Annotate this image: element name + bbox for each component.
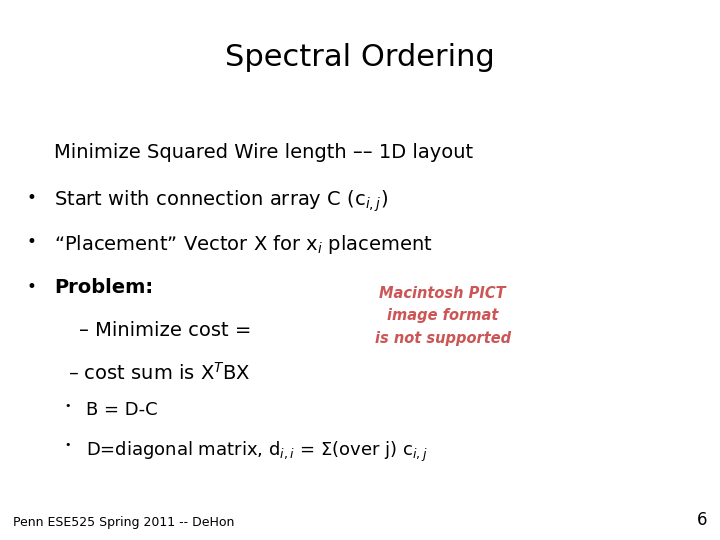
- Text: B = D-C: B = D-C: [86, 401, 158, 418]
- Text: Minimize Squared Wire length –– 1D layout: Minimize Squared Wire length –– 1D layou…: [54, 143, 473, 162]
- Text: Macintosh PICT
image format
is not supported: Macintosh PICT image format is not suppo…: [374, 286, 511, 346]
- Text: Start with connection array C (c$_{i,j}$): Start with connection array C (c$_{i,j}$…: [54, 189, 388, 214]
- Text: •: •: [27, 189, 37, 207]
- Text: Penn ESE525 Spring 2011 -- DeHon: Penn ESE525 Spring 2011 -- DeHon: [13, 516, 234, 529]
- Text: 6: 6: [696, 511, 707, 529]
- Text: D=diagonal matrix, d$_{i,i}$ = Σ(over j) c$_{i,j}$: D=diagonal matrix, d$_{i,i}$ = Σ(over j)…: [86, 440, 428, 464]
- Text: •: •: [65, 440, 71, 450]
- Text: – Minimize cost =: – Minimize cost =: [79, 321, 251, 340]
- Text: •: •: [27, 278, 37, 295]
- Text: “Placement” Vector X for x$_i$ placement: “Placement” Vector X for x$_i$ placement: [54, 233, 433, 256]
- Text: Spectral Ordering: Spectral Ordering: [225, 43, 495, 72]
- Text: Problem:: Problem:: [54, 278, 153, 296]
- Text: – cost sum is X$^T$BX: – cost sum is X$^T$BX: [68, 362, 251, 384]
- Text: •: •: [27, 233, 37, 251]
- Text: •: •: [65, 401, 71, 411]
